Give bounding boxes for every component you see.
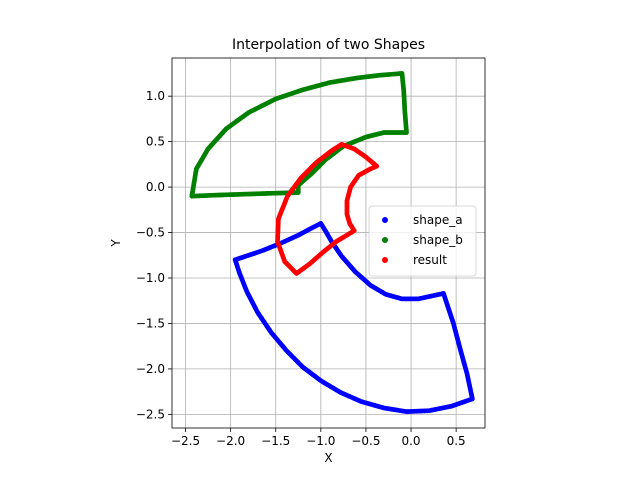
y-tick-label: 0.0 bbox=[146, 180, 165, 194]
series-shape_a bbox=[232, 221, 475, 415]
legend-label-shape_b: shape_b bbox=[413, 233, 463, 247]
series-layer bbox=[189, 71, 475, 415]
point-result bbox=[340, 142, 346, 148]
x-axis-label: X bbox=[324, 451, 332, 465]
y-tick-label: −2.0 bbox=[136, 362, 165, 376]
y-tick-label: −0.5 bbox=[136, 226, 165, 240]
y-axis-label: Y bbox=[109, 239, 123, 248]
y-tick-label: 1.0 bbox=[146, 89, 165, 103]
y-tick-label: −1.5 bbox=[136, 316, 165, 330]
series-result bbox=[275, 141, 380, 276]
x-tick-label: 0.5 bbox=[447, 434, 466, 448]
x-axis-ticks: −2.5 −2.0 −1.5 −1.0 −0.5 0.0 0.5 bbox=[171, 428, 466, 448]
legend-marker-shape_a bbox=[382, 217, 388, 223]
chart-title: Interpolation of two Shapes bbox=[232, 37, 425, 53]
legend-label-shape_a: shape_a bbox=[413, 213, 463, 227]
x-tick-label: −2.0 bbox=[216, 434, 245, 448]
x-tick-label: 0.0 bbox=[401, 434, 420, 448]
y-axis-ticks: −2.5 −2.0 −1.5 −1.0 −0.5 0.0 0.5 1.0 bbox=[136, 89, 172, 421]
axes-frame bbox=[171, 57, 486, 429]
x-tick-label: −1.0 bbox=[306, 434, 335, 448]
y-tick-label: 0.5 bbox=[146, 135, 165, 149]
x-tick-label: −2.5 bbox=[171, 434, 200, 448]
y-tick-label: −2.5 bbox=[136, 407, 165, 421]
legend-box bbox=[368, 205, 477, 277]
legend-label-result: result bbox=[413, 253, 447, 267]
point-shape_b bbox=[399, 72, 405, 78]
point-shape_a bbox=[319, 222, 325, 228]
x-tick-label: −1.5 bbox=[261, 434, 290, 448]
series-shape_b bbox=[189, 71, 409, 199]
x-tick-label: −0.5 bbox=[351, 434, 380, 448]
legend-marker-result bbox=[382, 257, 388, 263]
legend-marker-shape_b bbox=[382, 237, 388, 243]
y-tick-label: −1.0 bbox=[136, 271, 165, 285]
